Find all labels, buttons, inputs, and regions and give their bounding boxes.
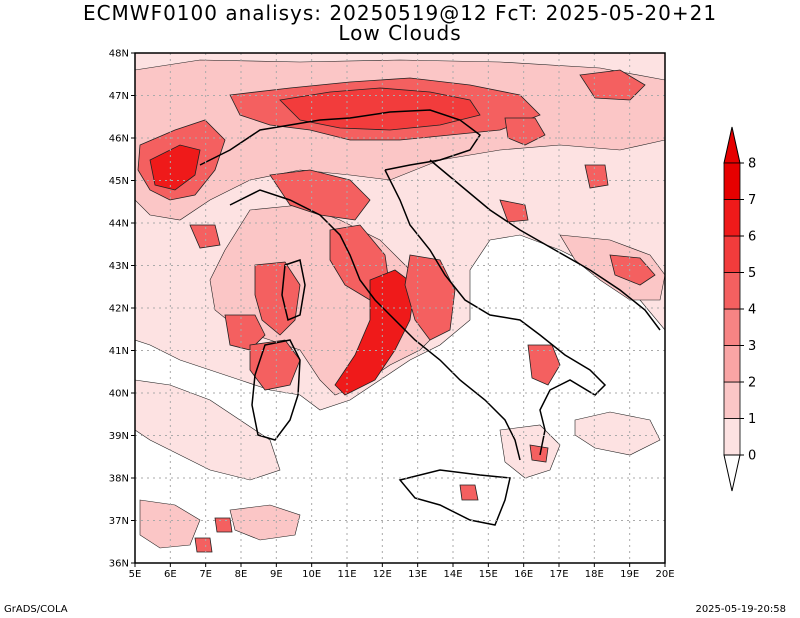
- footer-credit: GrADS/COLA: [4, 604, 68, 615]
- lon-tick-label: 19E: [620, 569, 639, 580]
- coastline: [199, 109, 661, 526]
- lon-tick-label: 5E: [129, 569, 142, 580]
- colorbar-label: 8: [748, 157, 756, 172]
- colorbar-segment: [723, 381, 741, 419]
- colorbar-arrow-bottom: [723, 454, 741, 492]
- lat-tick-label: 45N: [109, 176, 129, 187]
- lat-tick-label: 48N: [109, 49, 129, 60]
- colorbar-label: 6: [748, 230, 756, 245]
- colorbar-segment: [723, 418, 741, 456]
- lat-tick-label: 41N: [109, 346, 129, 357]
- lon-tick-label: 14E: [443, 569, 462, 580]
- map-title: ECMWF0100 analisys: 20250519@12 FcT: 202…: [82, 1, 718, 25]
- lon-tick-label: 9E: [270, 569, 283, 580]
- colorbar-label: 4: [748, 303, 756, 318]
- lat-tick-label: 44N: [109, 219, 129, 230]
- graticule: [135, 53, 665, 563]
- colorbar: 0 1 2 3 4 5 6 7 8: [723, 126, 756, 492]
- colorbar-label: 3: [748, 339, 756, 354]
- longitude-labels: 5E 6E 7E 8E 9E 10E 11E 12E 13E 14E 15E 16E 17E 18E 19E…: [129, 563, 675, 580]
- lat-tick-label: 42N: [109, 304, 129, 315]
- lat-tick-label: 40N: [109, 389, 129, 400]
- lon-tick-label: 12E: [373, 569, 392, 580]
- colorbar-label: 5: [748, 266, 756, 281]
- colorbar-segment: [723, 308, 741, 346]
- lat-tick-label: 47N: [109, 91, 129, 102]
- colorbar-segment: [723, 272, 741, 310]
- colorbar-label: 2: [748, 376, 756, 391]
- lon-tick-label: 6E: [164, 569, 177, 580]
- lat-tick-label: 36N: [109, 559, 129, 570]
- lat-tick-label: 37N: [109, 516, 129, 527]
- lon-tick-label: 8E: [235, 569, 248, 580]
- latitude-labels: 36N 37N 38N 39N 40N 41N 42N 43N 44N 45N 46N 47N 48N: [109, 49, 135, 570]
- colorbar-segment: [723, 162, 741, 200]
- colorbar-label: 0: [748, 449, 756, 464]
- map-subtitle: Low Clouds: [338, 21, 462, 45]
- lon-tick-label: 10E: [302, 569, 321, 580]
- lon-tick-label: 17E: [549, 569, 568, 580]
- colorbar-segment: [723, 199, 741, 237]
- colorbar-segment: [723, 345, 741, 383]
- lon-tick-label: 16E: [514, 569, 533, 580]
- colorbar-label: 7: [748, 193, 756, 208]
- colorbar-arrow-top: [723, 126, 741, 164]
- lat-tick-label: 39N: [109, 431, 129, 442]
- lon-tick-label: 18E: [585, 569, 604, 580]
- lon-tick-label: 13E: [408, 569, 427, 580]
- lon-tick-label: 7E: [199, 569, 212, 580]
- lat-tick-label: 38N: [109, 474, 129, 485]
- colorbar-segment: [723, 235, 741, 273]
- lat-tick-label: 46N: [109, 134, 129, 145]
- colorbar-label: 1: [748, 412, 756, 427]
- lon-tick-label: 20E: [655, 569, 674, 580]
- footer-timestamp: 2025-05-19-20:58: [695, 604, 786, 615]
- lat-tick-label: 43N: [109, 261, 129, 272]
- lon-tick-label: 11E: [337, 569, 356, 580]
- lon-tick-label: 15E: [479, 569, 498, 580]
